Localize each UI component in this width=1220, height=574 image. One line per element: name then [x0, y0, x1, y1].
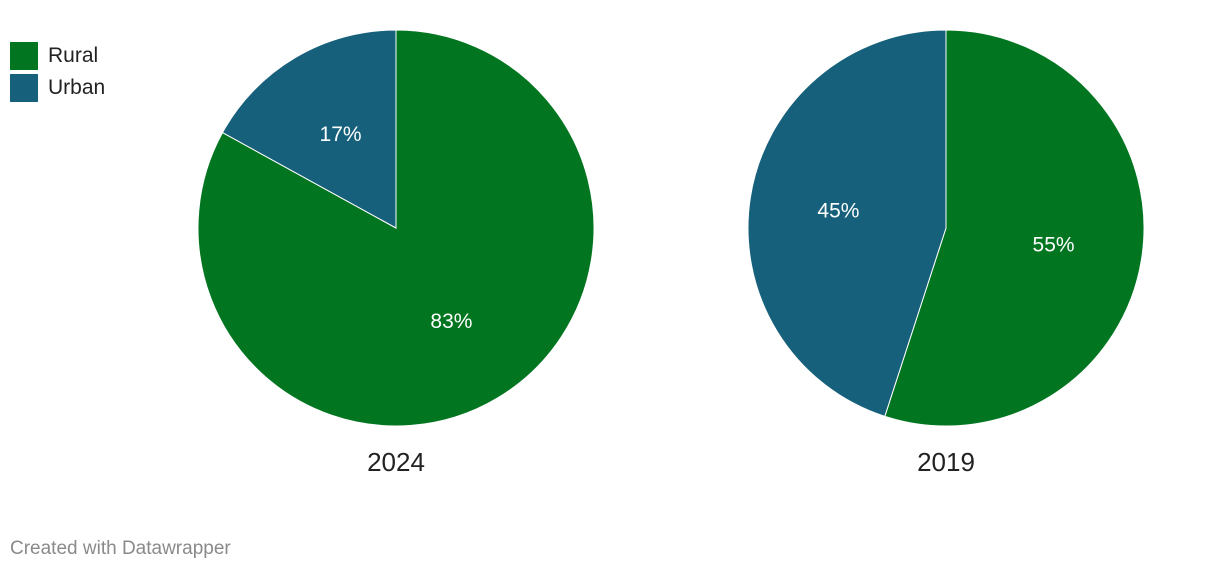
- pie-slice-urban: [747, 29, 947, 417]
- legend-item-rural: Rural: [10, 40, 105, 72]
- pie-title: 2024: [367, 447, 425, 477]
- legend-swatch-urban: [10, 74, 38, 102]
- slice-label-urban: 45%: [817, 199, 859, 222]
- legend-item-urban: Urban: [10, 72, 105, 104]
- legend-label-urban: Urban: [48, 76, 106, 99]
- legend-label-rural: Rural: [48, 44, 99, 67]
- legend-swatch-rural: [10, 42, 38, 70]
- slice-label-rural: 83%: [430, 310, 472, 333]
- chart-legend: Rural Urban: [10, 40, 105, 104]
- pie-2024: 83% 17% 2024: [197, 29, 595, 477]
- pie-slice-urban: [221, 29, 397, 229]
- footer-credit: Created with Datawrapper: [10, 538, 231, 559]
- slice-label-rural: 55%: [1033, 234, 1075, 257]
- pie-charts: 83% 17% 2024 55% 45% 2019: [197, 29, 1145, 477]
- pie-title: 2019: [917, 447, 975, 477]
- pie-slice-rural: [884, 29, 1145, 427]
- slice-label-urban: 17%: [320, 123, 362, 146]
- pie-2019: 55% 45% 2019: [747, 29, 1145, 477]
